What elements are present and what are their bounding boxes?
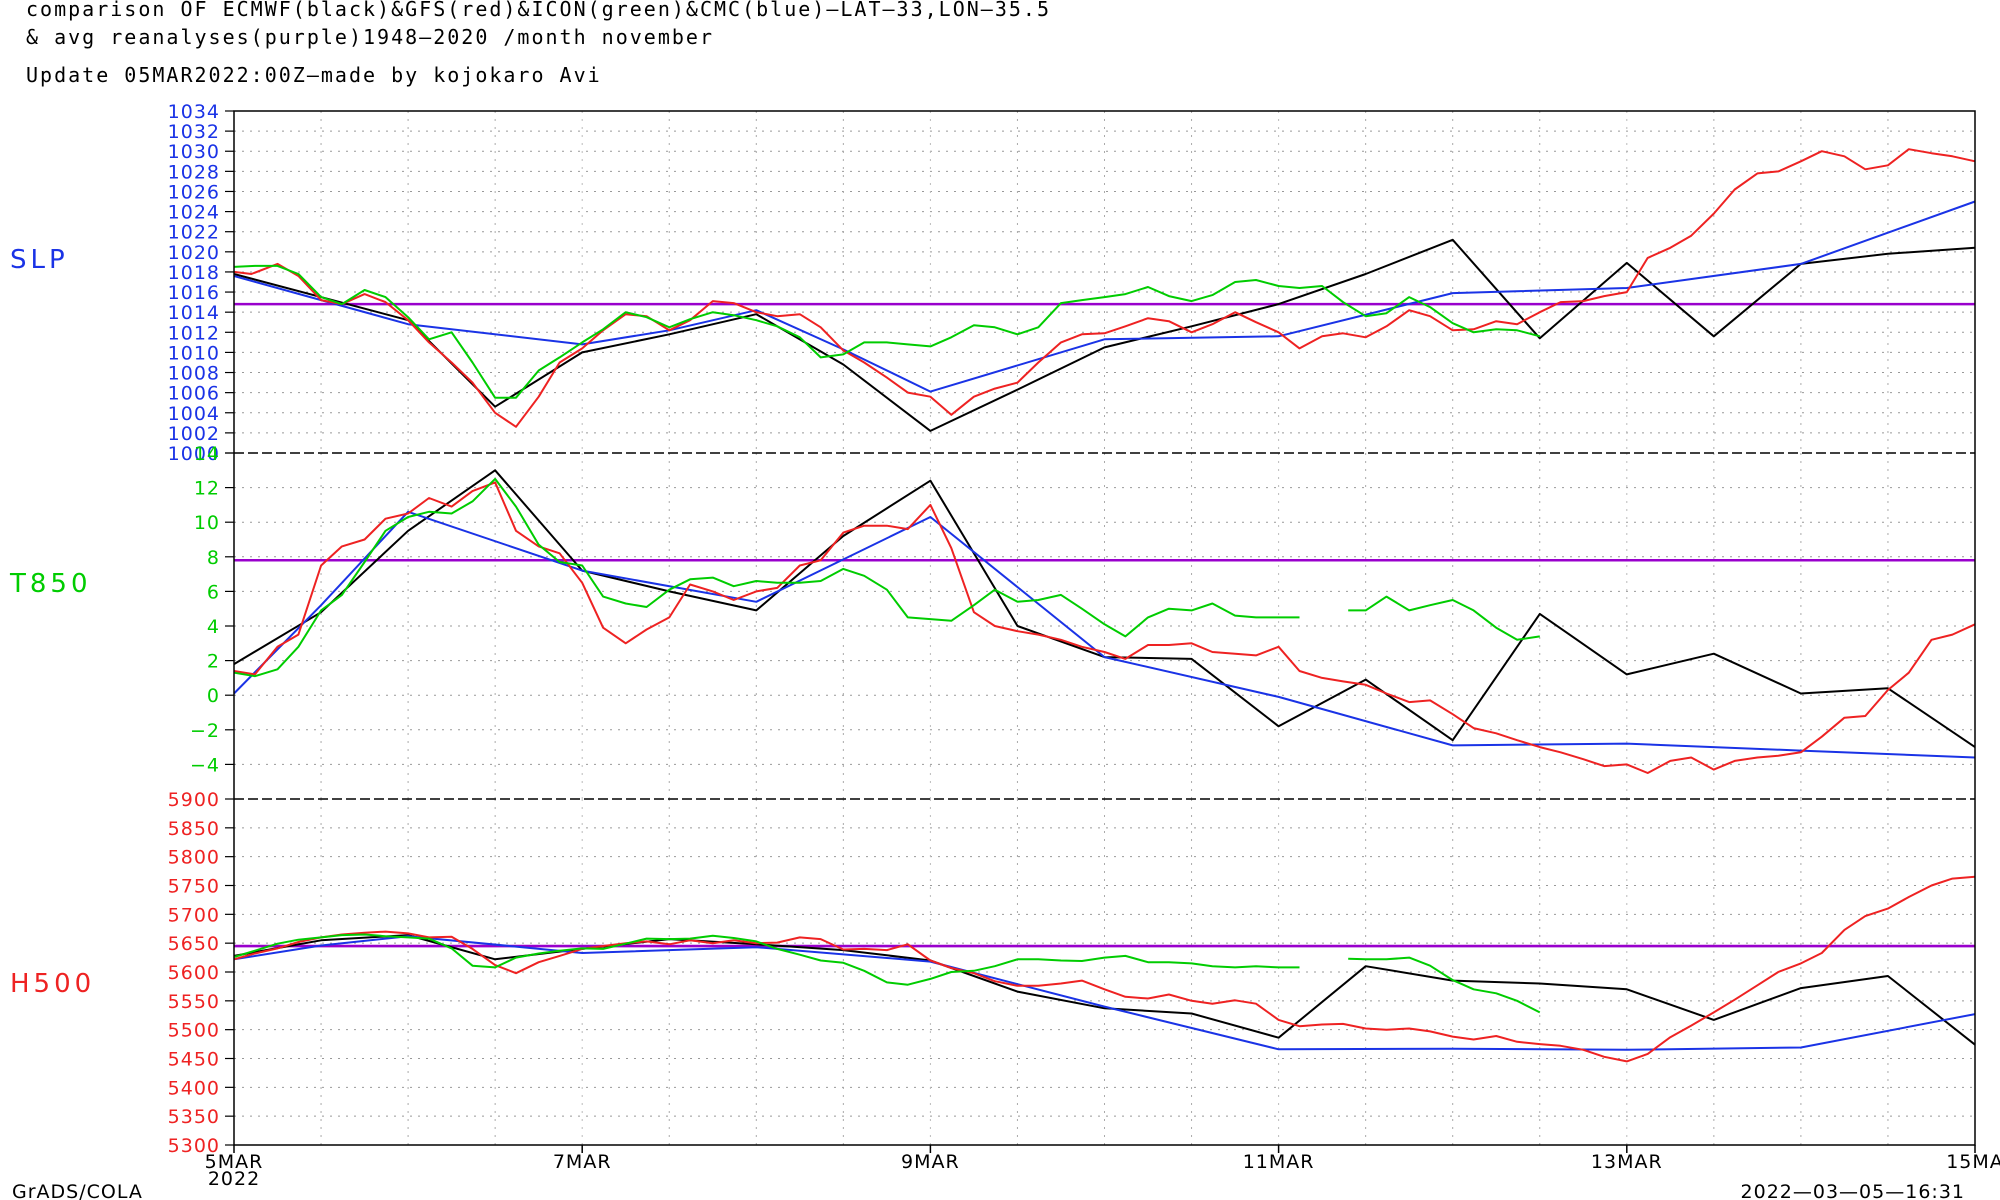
header-line-3: Update 05MAR2022:00Z—made by kojokaro Av… [26,63,602,87]
t850-ytick-label: 10 [194,512,220,534]
slp-ytick-label: 1022 [168,222,220,244]
x-axis: 5MAR 7MAR 9MAR 11MAR 13MAR 15MA 2022 [205,1145,2000,1190]
footer-right: 2022—03—05—16:31 [1741,1181,1965,1200]
slp-ytick-label: 1012 [168,322,220,344]
h500-ytick-label: 5750 [168,876,220,898]
slp-ytick-label: 1000 [168,443,220,465]
t850-ytick-label: −2 [190,720,220,742]
slp-ytick-label: 1006 [168,383,220,405]
slp-ytick-label: 1030 [168,141,220,163]
t850-ytick-label: 12 [194,478,220,500]
t850-gfs-line [233,481,1976,774]
slp-gfs-line [233,148,1976,428]
t850-ytick-label: 6 [207,581,220,603]
slp-ytick-label: 1004 [168,403,220,425]
h500-ytick-label: 5850 [168,818,220,840]
h500-icon-line [233,933,1541,1014]
xtick-label: 15MA [1946,1151,2000,1173]
h500-ytick-label: 5350 [168,1106,220,1128]
h500-ytick-label: 5300 [168,1135,220,1157]
h500-ytick-label: 5900 [168,789,220,811]
xtick-sublabel: 2022 [208,1168,260,1190]
slp-ytick-label: 1034 [168,101,220,123]
slp-ytick-label: 1026 [168,181,220,203]
slp-ytick-label: 1014 [168,302,220,324]
t850-ytick-label: 2 [207,651,220,673]
h500-ytick-label: 5450 [168,1049,220,1071]
plot-panels: 1000100210041006100810101012101410161018… [9,101,1976,1157]
h500-cmc-line [233,935,1976,1051]
plot-frame [233,110,1976,1146]
h500-ytick-label: 5700 [168,904,220,926]
t850-ytick-label: −4 [190,754,220,776]
h500-ytick-label: 5650 [168,933,220,955]
t850-panel-label: T850 [9,569,92,599]
slp-icon-line [233,264,1541,399]
t850-ytick-label: 4 [207,616,220,638]
t850-icon-line [233,477,1540,678]
h500-ytick-label: 5800 [168,847,220,869]
t850-ytick-label: 14 [194,443,220,465]
slp-ytick-label: 1016 [168,282,220,304]
h500-ytick-label: 5400 [168,1077,220,1099]
h500-ytick-label: 5500 [168,1020,220,1042]
xtick-label: 5MAR [205,1151,264,1173]
footer-left: GrADS/COLA [12,1181,143,1200]
slp-ytick-label: 1008 [168,363,220,385]
t850-ecmwf-line [233,469,1976,748]
slp-ytick-label: 1032 [168,121,220,143]
xtick-label: 7MAR [553,1151,612,1173]
slp-ytick-label: 1020 [168,242,220,264]
header-line-1: comparison OF ECMWF(black)&GFS(red)&ICON… [26,0,1051,21]
t850-cmc-line [233,510,1976,759]
slp-panel-label: SLP [10,245,69,275]
h500-ytick-label: 5600 [168,962,220,984]
t850-ytick-label: 8 [207,547,220,569]
xtick-label: 13MAR [1591,1151,1663,1173]
slp-ytick-label: 1002 [168,423,220,445]
h500-ytick-label: 5550 [168,991,220,1013]
slp-ytick-label: 1028 [168,161,220,183]
xtick-label: 11MAR [1243,1151,1315,1173]
h500-gfs-line [233,875,1976,1063]
t850-ytick-label: 0 [207,685,220,707]
header-line-2: & avg reanalyses(purple)1948—2020 /month… [26,25,714,49]
slp-cmc-line [233,200,1976,393]
xtick-label: 9MAR [901,1151,960,1173]
h500-panel-label: H500 [10,969,95,999]
slp-ytick-label: 1024 [168,202,220,224]
slp-ytick-label: 1018 [168,262,220,284]
slp-ytick-label: 1010 [168,342,220,364]
slp-ecmwf-line [233,238,1976,432]
